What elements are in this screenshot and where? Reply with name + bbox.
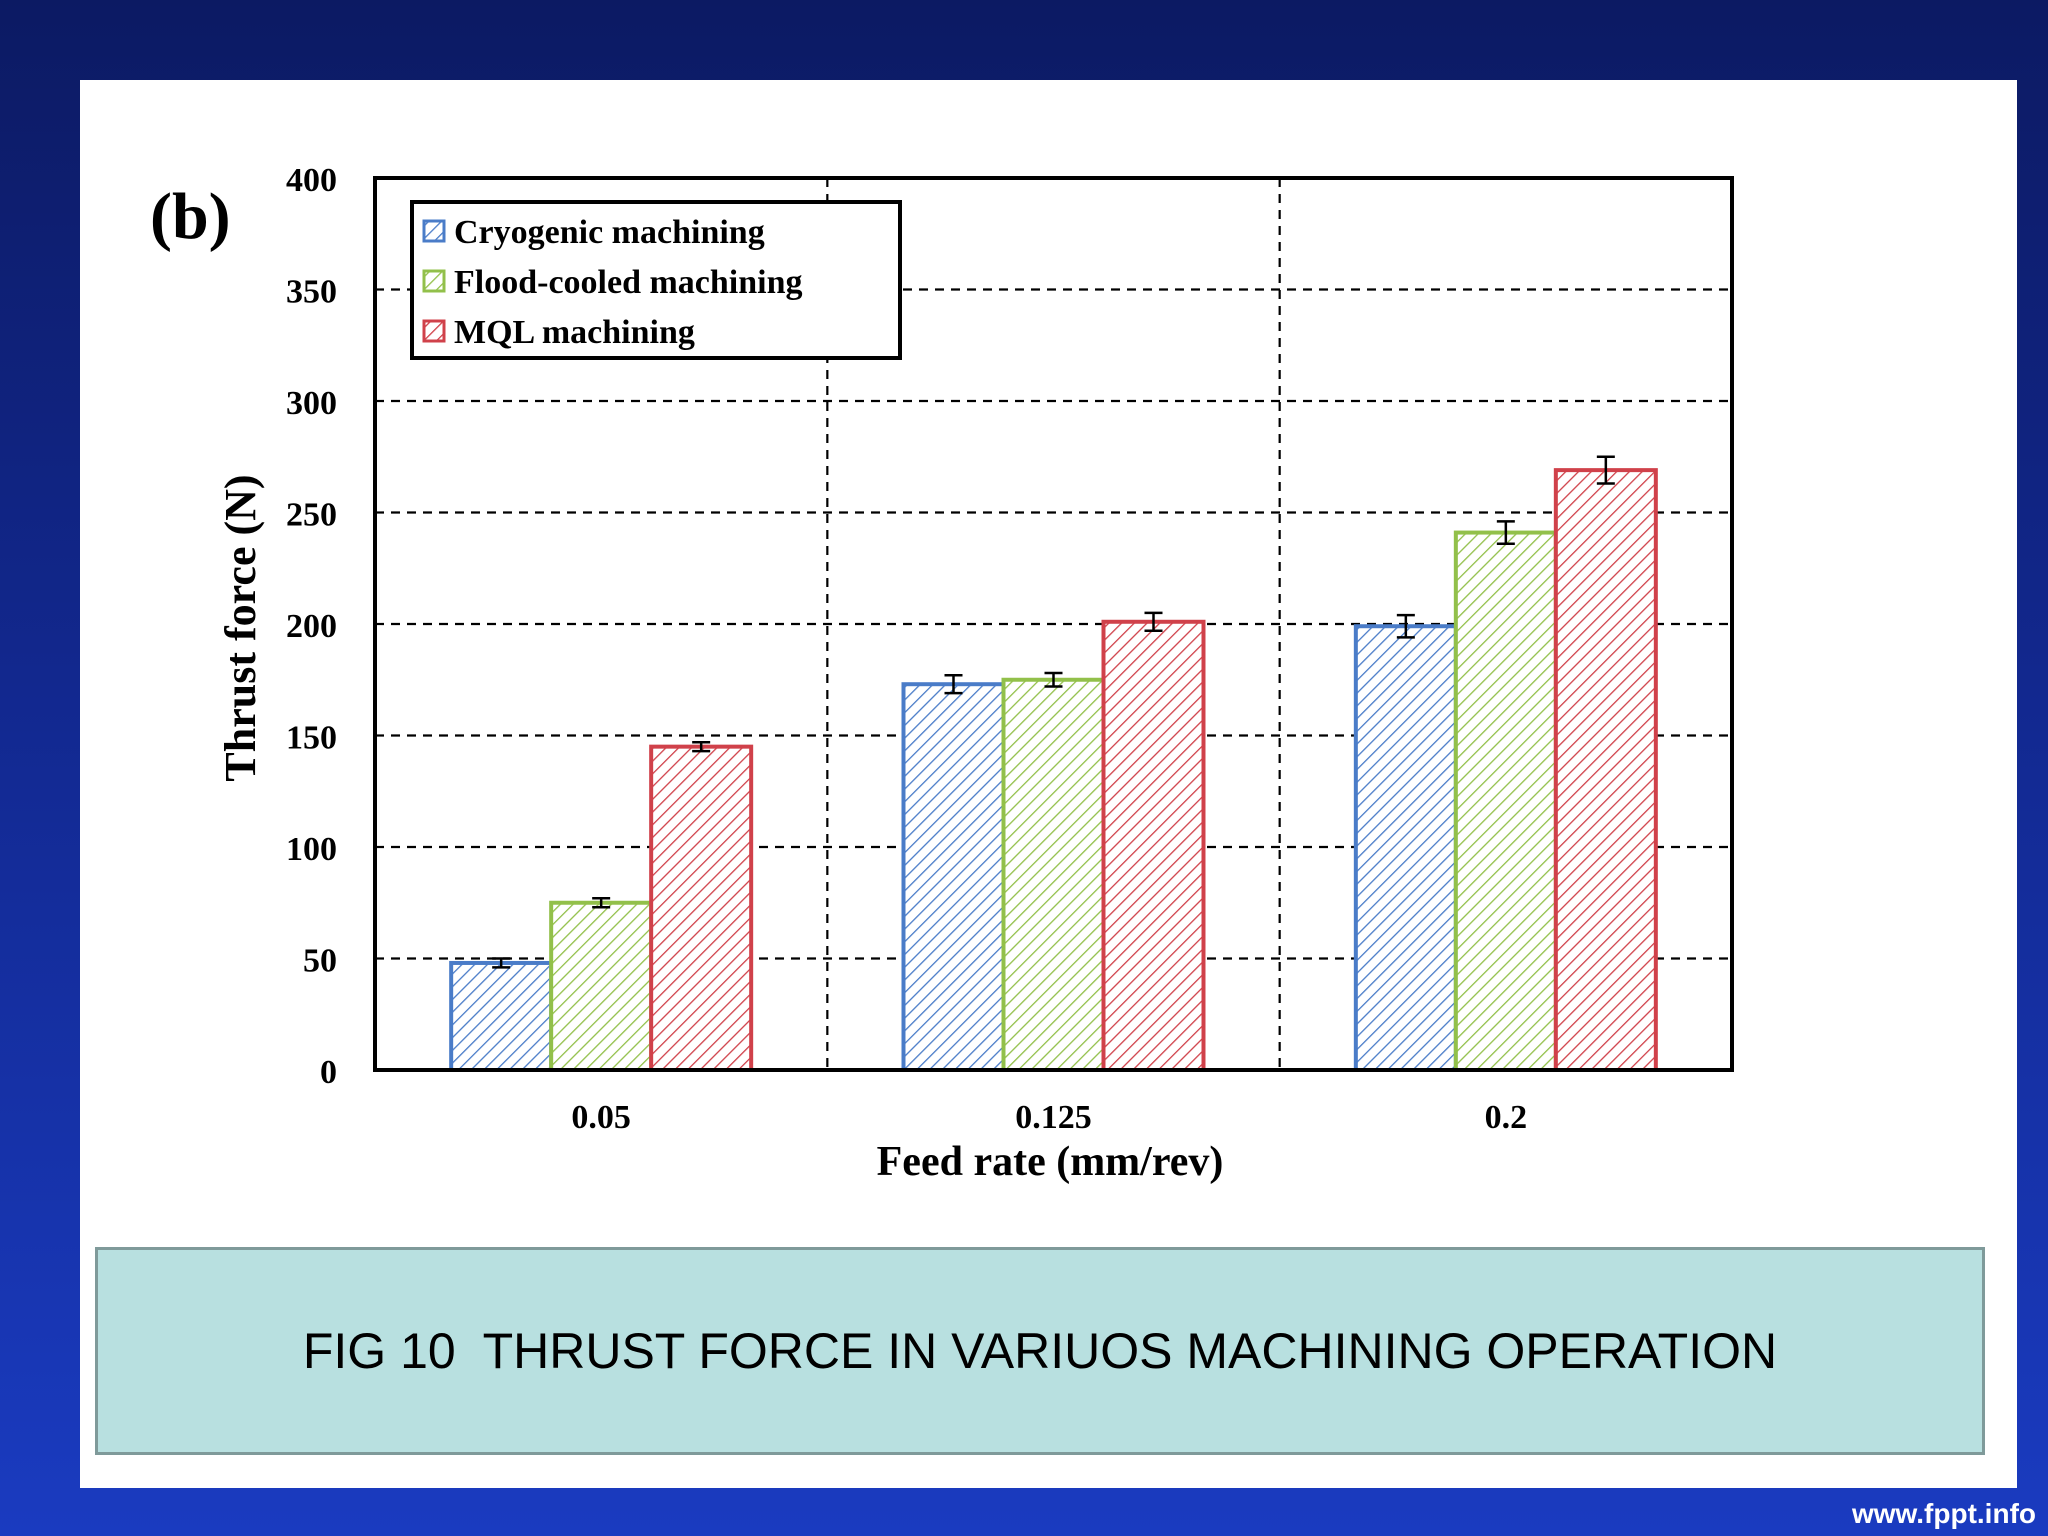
bar xyxy=(1553,468,1658,1072)
bar xyxy=(1353,624,1458,1072)
x-tick-label: 0.05 xyxy=(571,1099,631,1136)
y-tick-label: 200 xyxy=(286,608,337,645)
y-tick-label: 300 xyxy=(286,385,337,422)
y-tick-label: 250 xyxy=(286,497,337,534)
bars-layer xyxy=(449,455,1658,1073)
legend-label: MQL machining xyxy=(454,314,695,351)
y-tick-label: 100 xyxy=(286,831,337,868)
legend-swatch xyxy=(422,319,446,343)
y-tick-label: 0 xyxy=(320,1054,337,1091)
plot-frame xyxy=(373,176,1734,1072)
panel-label: (b) xyxy=(150,180,231,253)
watermark: www.fppt.info xyxy=(1851,1498,2036,1529)
bar xyxy=(901,682,1006,1073)
x-tick-label: 0.125 xyxy=(1015,1099,1092,1136)
x-tick-label: 0.2 xyxy=(1485,1099,1528,1136)
bar xyxy=(1001,677,1106,1072)
caption-text: FIG 10 THRUST FORCE IN VARIUOS MACHINING… xyxy=(302,1323,1778,1379)
legend-label: Cryogenic machining xyxy=(454,214,765,251)
legend-box xyxy=(410,200,902,360)
y-tick-label: 350 xyxy=(286,274,337,311)
y-tick-label: 150 xyxy=(286,720,337,757)
bar xyxy=(1101,619,1206,1073)
bar xyxy=(649,744,754,1073)
x-axis-label: Feed rate (mm/rev) xyxy=(877,1139,1224,1185)
y-tick-label: 50 xyxy=(303,943,337,980)
axes-layer: 0 50 100 150 200 250 300 350 400 0.05 0.125 0.2 xyxy=(286,162,1734,1136)
legend-swatch xyxy=(422,269,446,293)
legend: Cryogenic machining Flood-cooled machinin… xyxy=(410,200,902,360)
y-tick-label: 400 xyxy=(286,162,337,199)
bar xyxy=(549,900,654,1072)
bar xyxy=(449,960,554,1073)
caption-box: FIG 10 THRUST FORCE IN VARIUOS MACHINING… xyxy=(95,1247,1985,1455)
legend-swatch xyxy=(422,219,446,243)
y-axis-label: Thrust force (N) xyxy=(216,474,265,781)
bar xyxy=(1453,530,1558,1072)
legend-label: Flood-cooled machining xyxy=(454,264,803,301)
